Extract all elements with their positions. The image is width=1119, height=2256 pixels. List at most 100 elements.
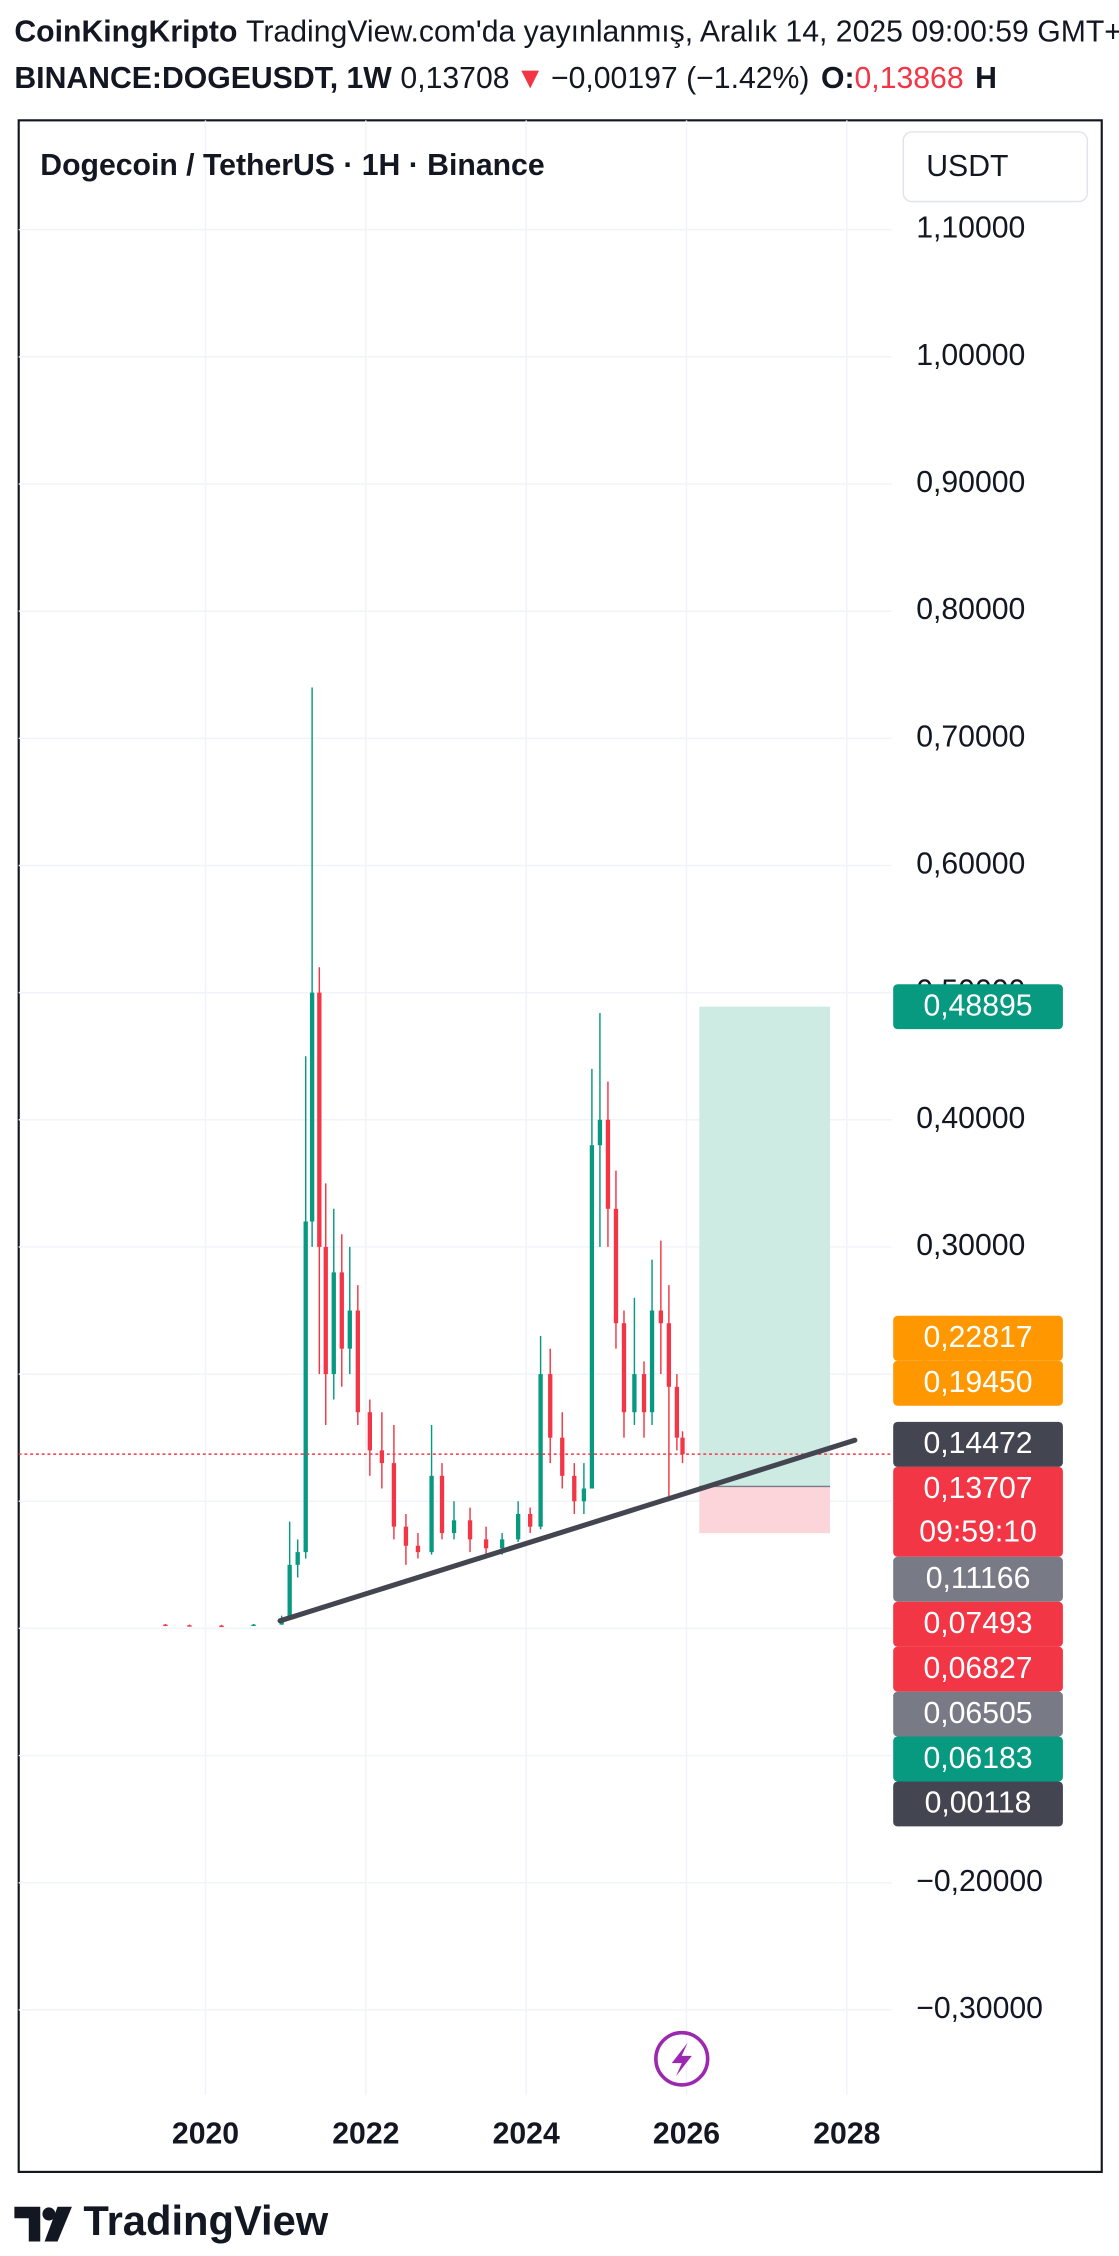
candle-body — [367, 1412, 372, 1451]
trendline — [277, 1437, 858, 1624]
candle-body — [317, 992, 322, 1247]
header-line-1: CoinKingKripto TradingView.com'da yayınla… — [14, 15, 1119, 48]
logo-text: TradingView — [83, 2197, 328, 2244]
published: TradingView.com'da yayınlanmış, Aralık 1… — [246, 15, 1119, 48]
candle-body — [429, 1475, 434, 1553]
price-badge-label: 0,22817 — [923, 1321, 1032, 1354]
candle-body — [403, 1526, 409, 1546]
chart-frame — [17, 119, 1103, 2173]
price-badge-label: 0,19450 — [923, 1366, 1032, 1399]
y-tick-label: 0,40000 — [916, 1102, 1025, 1135]
x-tick-label: 2024 — [493, 2118, 560, 2151]
x-tick-label: 2026 — [653, 2118, 720, 2151]
candle-body — [415, 1545, 421, 1553]
candle-body — [309, 992, 315, 1222]
price-badge — [893, 1360, 1063, 1406]
high-label: H — [975, 62, 997, 95]
header-line-2: BINANCE:DOGEUSDT, 1W 0,13708 ▼ −0,00197 (−1… — [14, 62, 997, 95]
candle-body — [581, 1488, 587, 1502]
candle-body — [483, 1539, 489, 1549]
change-arrow: ▼ — [515, 62, 545, 95]
candle-body — [538, 1374, 543, 1527]
price-badge-label: 0,11166 — [926, 1562, 1031, 1595]
candle-body — [303, 1221, 308, 1553]
price-badge — [893, 1736, 1063, 1782]
candle-body — [451, 1520, 457, 1534]
price-badge-label: 0,14472 — [923, 1427, 1032, 1460]
candle-body — [323, 1246, 328, 1375]
y-tick-label: 0,60000 — [916, 847, 1025, 880]
candle-body — [391, 1463, 397, 1527]
price-badge — [893, 1556, 1063, 1602]
price-badge-label: 0,00118 — [925, 1787, 1032, 1820]
y-tick-label: 1,00000 — [916, 339, 1025, 372]
profit-zone — [699, 1006, 831, 1487]
price-countdown: 09:59:10 — [919, 1515, 1037, 1548]
chart-title: Dogecoin / TetherUS · 1H · Binance — [40, 149, 544, 182]
y-tick-label: 1,10000 — [916, 212, 1025, 245]
logo-mark — [14, 2206, 72, 2242]
x-tick-label: 2020 — [172, 2118, 239, 2151]
candle-body — [499, 1539, 505, 1549]
open-label: O: — [821, 62, 855, 95]
last-price: 0,13708 — [400, 62, 509, 95]
candle-body — [605, 1119, 611, 1209]
candle-body — [355, 1310, 360, 1413]
y-tick-label: 0,70000 — [916, 720, 1025, 753]
y-tick-label: −0,30000 — [916, 1992, 1043, 2025]
candle-body — [251, 1624, 256, 1627]
price-badge — [893, 1315, 1063, 1361]
candle-body — [295, 1552, 300, 1565]
lightning-icon — [654, 2030, 710, 2087]
price-badge-label: 0,48895 — [923, 989, 1032, 1022]
candle-body — [548, 1374, 553, 1438]
price-badge — [893, 1601, 1063, 1647]
candle-body — [649, 1310, 655, 1413]
candle-body — [467, 1520, 473, 1540]
candle-body — [163, 1624, 168, 1627]
symbol: BINANCE:DOGEUSDT, 1W — [14, 62, 392, 95]
y-tick-label: 0,90000 — [916, 466, 1025, 499]
candle-body — [597, 1119, 603, 1146]
price-badge-label: 0,06827 — [923, 1652, 1032, 1685]
price-badge-label: 0,06505 — [923, 1697, 1032, 1730]
change: −0,00197 (−1.42%) — [551, 62, 810, 95]
candle-body — [515, 1513, 521, 1540]
candle-body — [589, 1145, 595, 1489]
candle-body — [632, 1374, 637, 1413]
candle-body — [439, 1475, 445, 1534]
price-badge — [893, 1781, 1063, 1827]
candle-body — [658, 1310, 664, 1324]
candle-body — [666, 1323, 672, 1387]
price-badge — [893, 1466, 1063, 1557]
candle-body — [379, 1450, 385, 1464]
plot: 1,10000 1,00000 0,90000 0,80000 0,70000 0,600… — [18, 120, 1043, 2151]
price-badge-label: 0,07493 — [923, 1607, 1032, 1640]
open-value: 0,13868 — [855, 62, 964, 95]
candle-body — [680, 1437, 685, 1455]
y-tick-label: 0,80000 — [916, 593, 1025, 626]
currency-box — [902, 131, 1089, 203]
candle-body — [287, 1564, 292, 1619]
candle-body — [187, 1625, 192, 1627]
price-badge — [893, 1646, 1063, 1692]
candle-body — [641, 1374, 647, 1413]
candle-body — [331, 1272, 336, 1375]
y-tick-label: −0,20000 — [916, 1865, 1043, 1898]
loss-zone — [699, 1486, 831, 1534]
candle-body — [339, 1272, 344, 1349]
price-badge-label: 0,13707 — [923, 1472, 1032, 1505]
price-badge — [893, 1691, 1063, 1737]
x-tick-label: 2028 — [813, 2118, 880, 2151]
candle-body — [528, 1513, 533, 1527]
author: CoinKingKripto — [14, 15, 237, 48]
candle-body — [613, 1208, 619, 1324]
candle-body — [347, 1310, 352, 1349]
price-badge — [893, 1421, 1063, 1467]
candle-body — [572, 1475, 577, 1502]
price-badge-label: 0,06183 — [923, 1742, 1032, 1775]
x-tick-label: 2022 — [332, 2118, 399, 2151]
